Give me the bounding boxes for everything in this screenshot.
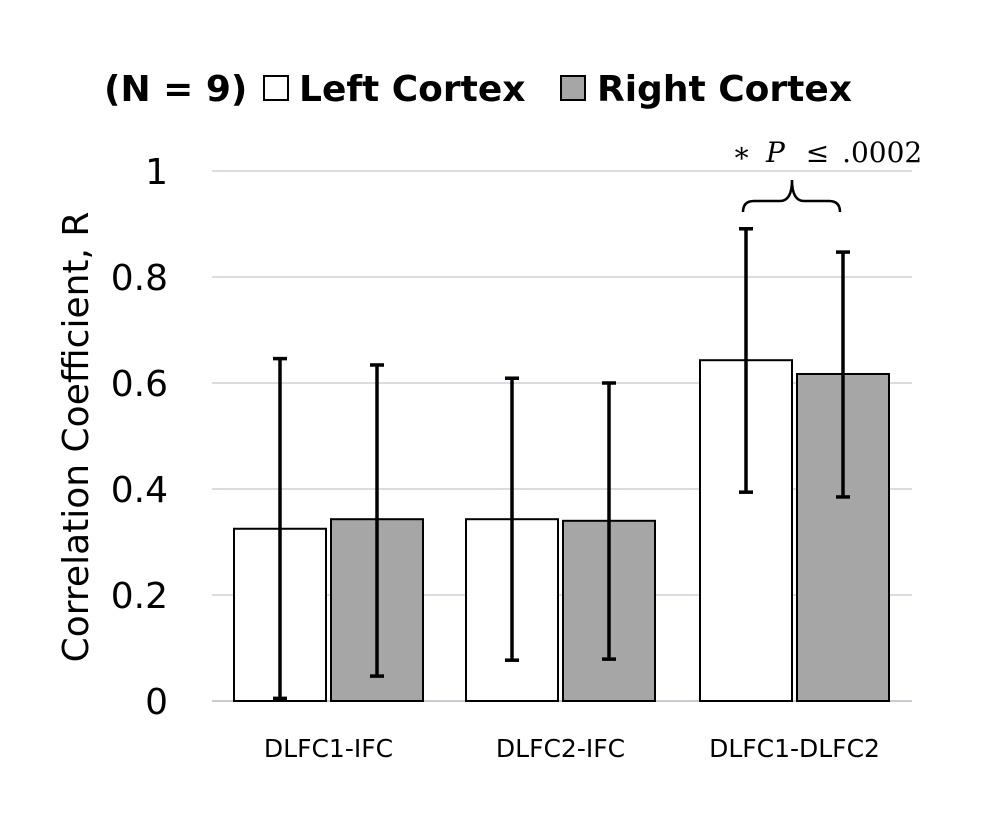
significance-value: .0002	[842, 136, 922, 169]
legend-prefix: (N = 9)	[104, 69, 247, 110]
legend-swatch-left-cortex	[263, 75, 289, 101]
y-tick-label-0: 0	[145, 682, 168, 723]
y-tick-label-0-8: 0.8	[111, 258, 168, 299]
significance-bracket	[741, 179, 842, 213]
y-tick-label-0-2: 0.2	[111, 576, 168, 617]
significance-star: ∗	[732, 136, 751, 169]
y-axis-title: Correlation Coefficient, R	[56, 212, 97, 663]
error-bar-right-cortex-dlfc1-dlfc2	[836, 250, 850, 499]
y-tick-label-1: 1	[145, 152, 168, 193]
error-bar-left-cortex-dlfc1-ifc	[273, 356, 287, 701]
error-bar-right-cortex-dlfc2-ifc	[602, 381, 616, 661]
significance-relation: ≤	[806, 136, 829, 169]
error-bars	[273, 227, 850, 701]
legend-label-left-cortex: Left Cortex	[299, 69, 526, 110]
significance-text: ∗ P ≤ .0002	[732, 136, 922, 169]
x-category-label-dlfc1-ifc: DLFC1-IFC	[264, 734, 393, 763]
x-category-label-dlfc1-dlfc2: DLFC1-DLFC2	[709, 734, 880, 763]
gridlines	[212, 170, 912, 702]
error-bar-left-cortex-dlfc2-ifc	[505, 376, 519, 662]
legend: (N = 9) Left Cortex Right Cortex	[104, 69, 852, 110]
x-category-label-dlfc2-ifc: DLFC2-IFC	[496, 734, 625, 763]
error-bar-left-cortex-dlfc1-dlfc2	[739, 227, 753, 494]
significance-p-symbol: P	[765, 136, 786, 169]
y-tick-label-0-6: 0.6	[111, 364, 168, 405]
significance-annotation: ∗ P ≤ .0002	[732, 136, 922, 213]
y-tick-label-0-4: 0.4	[111, 470, 168, 511]
legend-swatch-right-cortex	[560, 75, 586, 101]
error-bar-right-cortex-dlfc1-ifc	[370, 363, 384, 678]
x-axis-categories: DLFC1-IFC DLFC2-IFC DLFC1-DLFC2	[264, 734, 880, 763]
bars	[233, 359, 890, 703]
legend-label-right-cortex: Right Cortex	[597, 69, 852, 110]
y-axis-ticks: 0 0.2 0.4 0.6 0.8 1	[111, 152, 168, 723]
